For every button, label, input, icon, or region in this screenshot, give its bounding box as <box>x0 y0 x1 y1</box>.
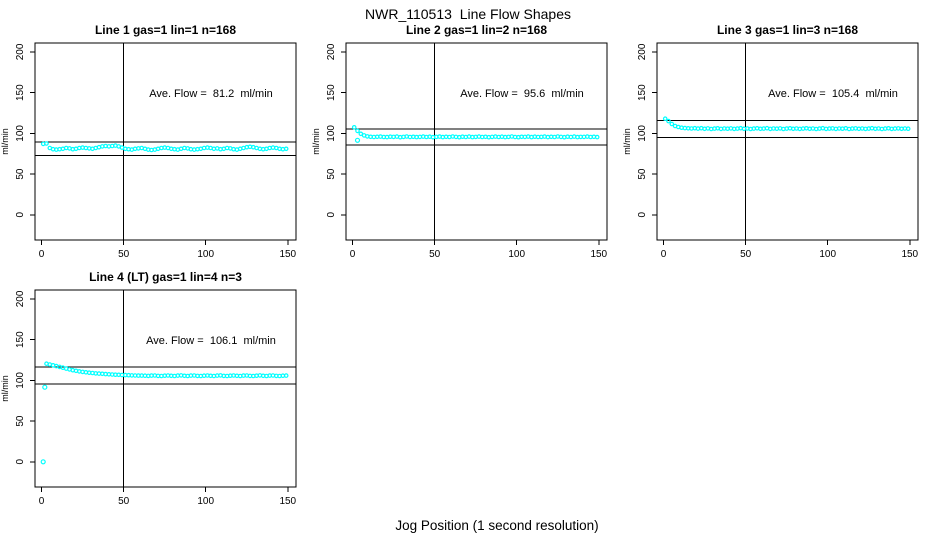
data-point <box>905 126 911 132</box>
data-point <box>44 141 49 146</box>
y-tick-label: 50 <box>326 168 337 180</box>
data-point <box>355 128 360 134</box>
x-tick-label: 150 <box>279 496 296 507</box>
x-tick-label: 50 <box>118 496 130 507</box>
data-point <box>283 146 289 152</box>
plot-box <box>34 42 297 241</box>
plot-line-4: Line 4 (LT) gas=1 lin=4 n=3 0 50 100 150 0 50 1… <box>0 268 311 522</box>
y-tick-label: 150 <box>15 84 26 101</box>
y-tick-label: 200 <box>15 290 26 307</box>
y-tick-label: 100 <box>15 125 26 142</box>
x-tick-label: 100 <box>197 249 214 260</box>
x-tick-label: 100 <box>508 249 525 260</box>
y-axis-label: ml/min <box>622 128 632 155</box>
x-tick-label: 50 <box>429 249 441 260</box>
avg-flow-annotation: Ave. Flow = 106.1 ml/min <box>146 335 276 347</box>
outlier-point <box>40 459 46 465</box>
x-tick-label: 0 <box>39 496 45 507</box>
y-tick-label: 0 <box>637 212 648 218</box>
plot-line-2: Line 2 gas=1 lin=2 n=168 0 50 100 150 0 50 100 1… <box>311 21 622 275</box>
plot-svg: Line 2 gas=1 lin=2 n=168 0 50 100 150 0 50 100 1… <box>311 23 608 260</box>
y-axis-label: ml/min <box>311 128 321 155</box>
data-point <box>351 125 357 130</box>
data-points <box>40 361 289 465</box>
y-tick-label: 0 <box>15 459 26 465</box>
outlier-point <box>354 137 361 143</box>
y-tick-label: 150 <box>15 331 26 348</box>
y-tick-label: 200 <box>15 43 26 60</box>
y-tick-label: 100 <box>326 125 337 142</box>
x-tick-label: 100 <box>197 496 214 507</box>
y-tick-label: 100 <box>15 372 26 389</box>
x-tick-label: 50 <box>118 249 130 260</box>
data-point <box>594 134 600 140</box>
y-tick-label: 0 <box>326 212 337 218</box>
page-title: NWR_110513 Line Flow Shapes <box>365 6 571 22</box>
plot-line-1: Line 1 gas=1 lin=1 n=168 0 50 100 150 0 50 100 1… <box>0 21 311 275</box>
plot-title: Line 2 gas=1 lin=2 n=168 <box>406 23 547 37</box>
y-tick-label: 50 <box>15 415 26 427</box>
x-tick-label: 150 <box>901 249 918 260</box>
plot-line-3: Line 3 gas=1 lin=3 n=168 0 50 100 150 0 50 100 1… <box>622 21 933 275</box>
data-point <box>283 373 289 378</box>
x-tick-label: 50 <box>740 249 752 260</box>
x-tick-label: 150 <box>279 249 296 260</box>
y-tick-label: 150 <box>637 84 648 101</box>
x-tick-label: 0 <box>661 249 667 260</box>
x-tick-label: 150 <box>590 249 607 260</box>
plot-title: Line 3 gas=1 lin=3 n=168 <box>717 23 858 37</box>
data-points <box>40 141 289 153</box>
y-tick-label: 50 <box>15 168 26 180</box>
avg-flow-annotation: Ave. Flow = 81.2 ml/min <box>149 88 273 100</box>
data-points <box>662 116 911 132</box>
plot-title: Line 1 gas=1 lin=1 n=168 <box>95 23 236 37</box>
avg-flow-annotation: Ave. Flow = 95.6 ml/min <box>460 88 584 100</box>
data-point <box>666 118 671 124</box>
y-tick-label: 150 <box>326 84 337 101</box>
data-points <box>351 125 600 143</box>
plot-svg: Line 1 gas=1 lin=1 n=168 0 50 100 150 0 50 100 1… <box>0 23 297 260</box>
y-axis-label: ml/min <box>0 128 10 155</box>
plot-box <box>345 42 608 241</box>
y-tick-label: 200 <box>326 43 337 60</box>
plot-title: Line 4 (LT) gas=1 lin=4 n=3 <box>89 270 242 284</box>
plot-svg: Line 3 gas=1 lin=3 n=168 0 50 100 150 0 50 100 1… <box>622 23 919 260</box>
y-tick-label: 0 <box>15 212 26 218</box>
x-tick-label: 100 <box>819 249 836 260</box>
y-tick-label: 100 <box>637 125 648 142</box>
plot-svg: Line 4 (LT) gas=1 lin=4 n=3 0 50 100 150 0 50 1… <box>0 270 297 507</box>
plot-box <box>34 289 297 488</box>
y-tick-label: 50 <box>637 168 648 180</box>
x-tick-label: 0 <box>39 249 45 260</box>
y-axis-label: ml/min <box>0 375 10 402</box>
avg-flow-annotation: Ave. Flow = 105.4 ml/min <box>768 88 898 100</box>
data-point <box>662 116 668 122</box>
data-point <box>669 121 675 127</box>
outlier-point <box>42 384 48 390</box>
plot-box <box>656 42 919 241</box>
x-axis-shared-label: Jog Position (1 second resolution) <box>395 518 599 533</box>
y-tick-label: 200 <box>637 43 648 60</box>
x-tick-label: 0 <box>350 249 356 260</box>
